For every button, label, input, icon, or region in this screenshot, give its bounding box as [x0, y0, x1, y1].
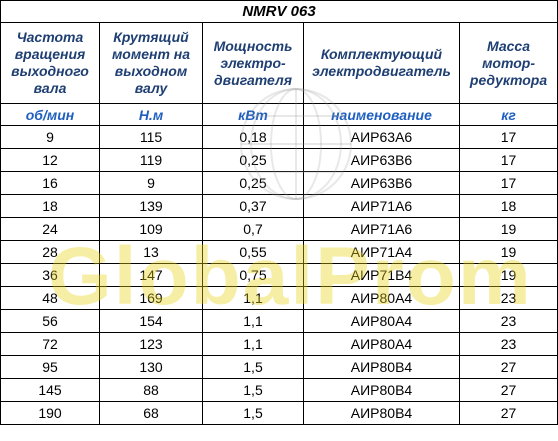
header-power: Мощность электро-двигателя: [202, 22, 304, 104]
cell-mass: 27: [458, 401, 558, 425]
cell-speed: 48: [0, 286, 100, 310]
table-row: 56 154 1,1 АИР80А4 23: [0, 309, 558, 333]
table-row: 9 115 0,18 АИР63А6 17: [0, 125, 558, 149]
header-torque: Крутящий момент на выходном валу: [99, 22, 203, 104]
cell-motor: АИР80А4: [303, 332, 460, 356]
cell-torque: 88: [99, 378, 203, 402]
table-row: 72 123 1,1 АИР80А4 23: [0, 332, 558, 356]
cell-motor: АИР71В4: [303, 263, 460, 287]
cell-motor: АИР63А6: [303, 125, 460, 149]
table-row: 48 169 1,1 АИР80А4 23: [0, 286, 558, 310]
unit-mass: кг: [458, 103, 558, 126]
cell-torque: 123: [99, 332, 203, 356]
header-motor: Комплектующий электродвигатель: [303, 22, 460, 104]
table-title: NMRV 063: [0, 0, 558, 23]
cell-speed: 28: [0, 240, 100, 264]
cell-speed: 18: [0, 194, 100, 218]
unit-motor: наименование: [303, 103, 460, 126]
cell-mass: 17: [458, 171, 558, 195]
cell-torque: 115: [99, 125, 203, 149]
cell-power: 0,55: [202, 240, 304, 264]
cell-power: 1,1: [202, 332, 304, 356]
cell-mass: 17: [458, 148, 558, 172]
cell-mass: 18: [458, 194, 558, 218]
cell-torque: 130: [99, 355, 203, 379]
cell-torque: 154: [99, 309, 203, 333]
cell-mass: 17: [458, 125, 558, 149]
cell-motor: АИР71А6: [303, 217, 460, 241]
table-row: 190 68 1,5 АИР80В4 27: [0, 401, 558, 425]
cell-speed: 36: [0, 263, 100, 287]
cell-power: 0,18: [202, 125, 304, 149]
cell-motor: АИР80А4: [303, 309, 460, 333]
table-row: 16 9 0,25 АИР63В6 17: [0, 171, 558, 195]
cell-speed: 145: [0, 378, 100, 402]
cell-motor: АИР63В6: [303, 171, 460, 195]
cell-motor: АИР80В4: [303, 378, 460, 402]
cell-mass: 27: [458, 378, 558, 402]
cell-speed: 16: [0, 171, 100, 195]
cell-speed: 56: [0, 309, 100, 333]
header-speed: Частота вращения выходного вала: [0, 22, 100, 104]
cell-torque: 147: [99, 263, 203, 287]
table-row: 24 109 0,7 АИР71А6 19: [0, 217, 558, 241]
cell-power: 0,25: [202, 148, 304, 172]
cell-motor: АИР63В6: [303, 148, 460, 172]
cell-mass: 19: [458, 263, 558, 287]
cell-power: 1,1: [202, 309, 304, 333]
cell-mass: 19: [458, 240, 558, 264]
cell-mass: 27: [458, 355, 558, 379]
title-row: NMRV 063: [0, 0, 558, 23]
cell-speed: 95: [0, 355, 100, 379]
cell-power: 1,5: [202, 401, 304, 425]
cell-speed: 190: [0, 401, 100, 425]
cell-power: 0,37: [202, 194, 304, 218]
cell-power: 0,75: [202, 263, 304, 287]
cell-motor: АИР80А4: [303, 286, 460, 310]
table-row: 145 88 1,5 АИР80В4 27: [0, 378, 558, 402]
cell-mass: 19: [458, 217, 558, 241]
unit-power: кВт: [202, 103, 304, 126]
specs-table: NMRV 063 Частота вращения выходного вала…: [0, 0, 558, 425]
table-body: 9 115 0,18 АИР63А6 17 12 119 0,25 АИР63В6 17 16 9 0,…: [0, 125, 558, 425]
cell-motor: АИР80В4: [303, 355, 460, 379]
cell-torque: 13: [99, 240, 203, 264]
table-row: 18 139 0,37 АИР71А6 18: [0, 194, 558, 218]
cell-power: 1,5: [202, 378, 304, 402]
cell-torque: 109: [99, 217, 203, 241]
cell-power: 1,1: [202, 286, 304, 310]
unit-torque: Н.м: [99, 103, 203, 126]
cell-mass: 23: [458, 286, 558, 310]
table-row: 95 130 1,5 АИР80В4 27: [0, 355, 558, 379]
cell-motor: АИР71А4: [303, 240, 460, 264]
cell-motor: АИР71А6: [303, 194, 460, 218]
cell-speed: 12: [0, 148, 100, 172]
cell-mass: 23: [458, 332, 558, 356]
cell-speed: 9: [0, 125, 100, 149]
table-row: 36 147 0,75 АИР71В4 19: [0, 263, 558, 287]
table-row: 28 13 0,55 АИР71А4 19: [0, 240, 558, 264]
cell-torque: 119: [99, 148, 203, 172]
cell-speed: 24: [0, 217, 100, 241]
cell-motor: АИР80В4: [303, 401, 460, 425]
table-row: 12 119 0,25 АИР63В6 17: [0, 148, 558, 172]
cell-torque: 68: [99, 401, 203, 425]
cell-power: 1,5: [202, 355, 304, 379]
cell-speed: 72: [0, 332, 100, 356]
cell-torque: 139: [99, 194, 203, 218]
cell-power: 0,7: [202, 217, 304, 241]
cell-mass: 23: [458, 309, 558, 333]
cell-torque: 169: [99, 286, 203, 310]
cell-power: 0,25: [202, 171, 304, 195]
unit-speed: об/мин: [0, 103, 100, 126]
header-row: Частота вращения выходного вала Крутящий…: [0, 22, 558, 104]
unit-row: об/мин Н.м кВт наименование кг: [0, 103, 558, 126]
header-mass: Масса мотор-редуктора: [458, 22, 558, 104]
cell-torque: 9: [99, 171, 203, 195]
